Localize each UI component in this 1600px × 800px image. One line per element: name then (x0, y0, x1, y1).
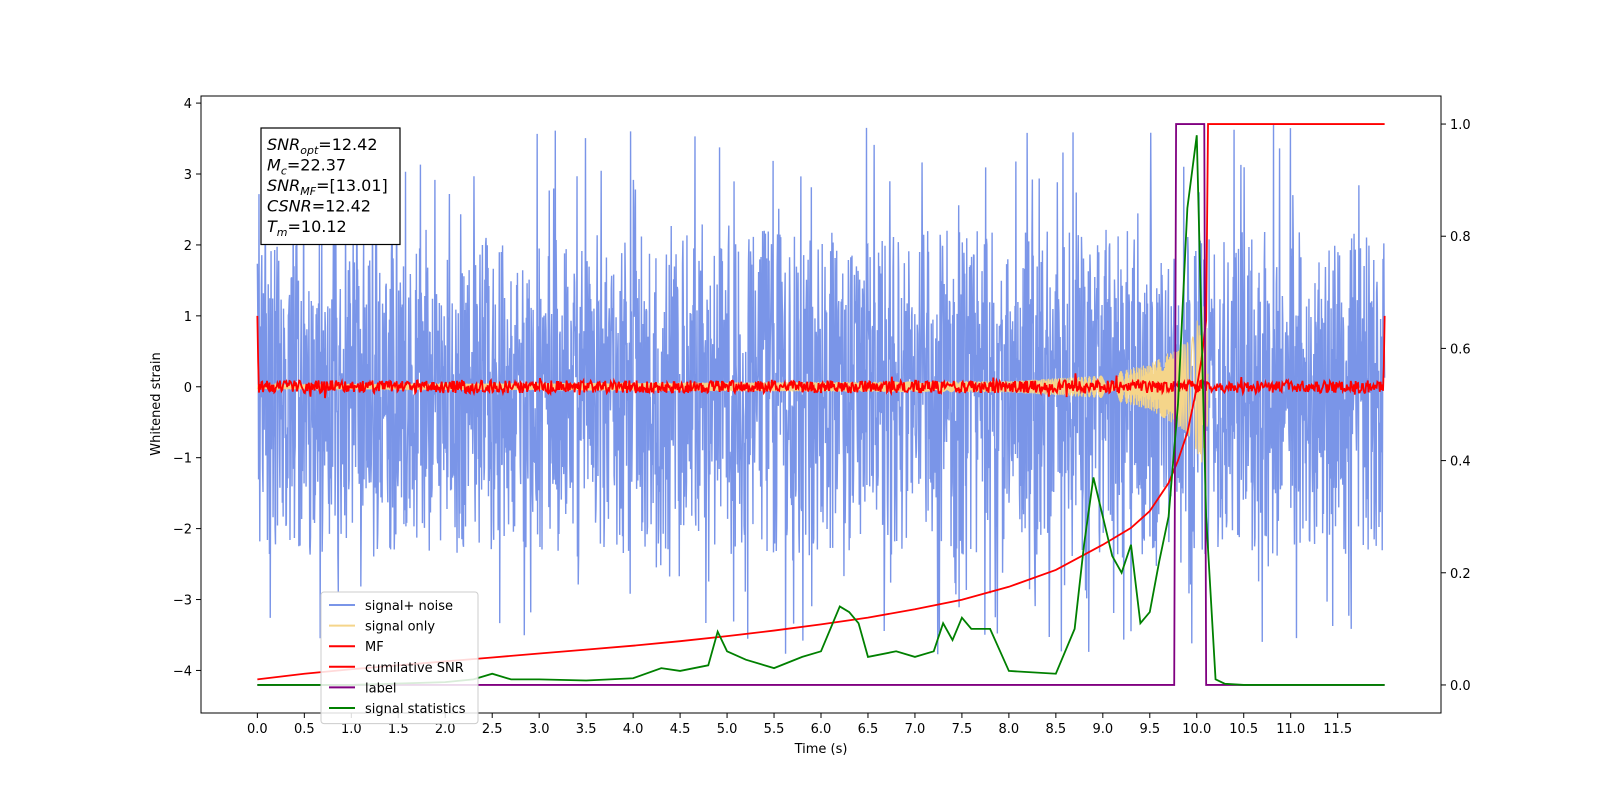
x-tick-label: 11.5 (1323, 722, 1352, 737)
y-right-tick-label: 0.4 (1450, 455, 1471, 470)
legend-label-signal-only: signal only (365, 620, 435, 635)
x-tick-label: 3.0 (529, 722, 550, 737)
y-left-tick-label: 3 (184, 168, 192, 183)
x-tick-label: 2.0 (435, 722, 456, 737)
axis-layer: 0.0 0.5 1.0 1.5 2.0 2.5 3.0 3.5 4.0 4.5 5.0 5.5 6.0 6… (173, 97, 1471, 737)
x-tick-label: 11.0 (1276, 722, 1305, 737)
legend-label-label: label (365, 681, 396, 696)
x-tick-label: 4.0 (623, 722, 644, 737)
legend-label-signal-noise: signal+ noise (365, 599, 453, 614)
x-tick-label: 2.5 (482, 722, 503, 737)
info-value: =[13.01] (316, 176, 388, 195)
y-left-tick-label: −4 (173, 664, 192, 679)
y-left-tick-label: 2 (184, 239, 192, 254)
info-line-csnr: CSNR=12.42 (267, 197, 371, 216)
info-line-mc: Mc=22.37 (267, 156, 346, 178)
x-tick-label: 6.5 (858, 722, 879, 737)
x-axis-label: Time (s) (794, 742, 848, 757)
info-symbol: M (267, 156, 281, 175)
x-tick-label: 4.5 (670, 722, 691, 737)
x-tick-label: 10.5 (1229, 722, 1258, 737)
y-right-tick-label: 1.0 (1450, 118, 1471, 133)
info-symbol: SNR (267, 135, 300, 154)
y-left-tick-label: 1 (184, 310, 192, 325)
info-subscript: m (277, 226, 288, 239)
info-value: =10.12 (288, 217, 347, 236)
info-line-snropt: SNRopt=12.42 (267, 135, 378, 157)
y-right-tick-label: 0.2 (1450, 567, 1471, 582)
legend-label-signal-statistics: signal statistics (365, 702, 466, 717)
info-box: SNRopt=12.42Mc=22.37SNRMF=[13.01]CSNR=12… (260, 127, 401, 246)
y-left-tick-label: 4 (184, 97, 192, 112)
x-tick-label: 8.0 (999, 722, 1020, 737)
x-tick-label: 7.5 (952, 722, 973, 737)
info-subscript: MF (300, 185, 316, 198)
y-left-tick-label: 0 (184, 381, 192, 396)
legend-frame (320, 591, 479, 725)
x-tick-label: 0.0 (247, 722, 268, 737)
info-box-frame (260, 127, 401, 246)
info-symbol: CSNR (267, 197, 312, 216)
y-right-tick-label: 0.0 (1450, 679, 1471, 694)
y-left-tick-label: −3 (173, 594, 192, 609)
info-value: =22.37 (287, 156, 346, 175)
info-value: =12.42 (312, 197, 371, 216)
x-tick-label: 5.0 (717, 722, 738, 737)
x-tick-label: 1.5 (388, 722, 409, 737)
y-axis-label: Whitened strain (149, 352, 164, 455)
y-left-tick-label: −1 (173, 452, 192, 467)
series-signal-statistics (257, 135, 1385, 686)
x-tick-label: 8.5 (1046, 722, 1067, 737)
x-tick-label: 3.5 (576, 722, 597, 737)
series-layer (256, 123, 1386, 686)
x-tick-label: 5.5 (764, 722, 785, 737)
x-tick-label: 7.0 (905, 722, 926, 737)
info-line-tm: Tm=10.12 (267, 217, 347, 239)
x-tick-label: 0.5 (294, 722, 315, 737)
y-right-tick-label: 0.8 (1450, 230, 1471, 245)
legend-label-cumilative-snr: cumilative SNR (365, 661, 464, 676)
info-subscript: c (281, 165, 287, 178)
x-tick-label: 9.0 (1092, 722, 1113, 737)
x-tick-label: 6.0 (811, 722, 832, 737)
legend: signal+ noise signal only MF cumilative SNR… (320, 591, 479, 725)
info-symbol: SNR (267, 176, 300, 195)
x-tick-label: 1.0 (341, 722, 362, 737)
info-subscript: opt (300, 144, 319, 157)
x-tick-label: 10.0 (1182, 722, 1211, 737)
info-line-snrmf: SNRMF=[13.01] (267, 176, 388, 198)
x-tick-label: 9.5 (1139, 722, 1160, 737)
info-symbol: T (267, 217, 278, 236)
info-value: =12.42 (318, 135, 377, 154)
y-right-tick-label: 0.6 (1450, 342, 1471, 357)
y-left-tick-label: −2 (173, 523, 192, 538)
legend-label-mf: MF (365, 640, 384, 655)
